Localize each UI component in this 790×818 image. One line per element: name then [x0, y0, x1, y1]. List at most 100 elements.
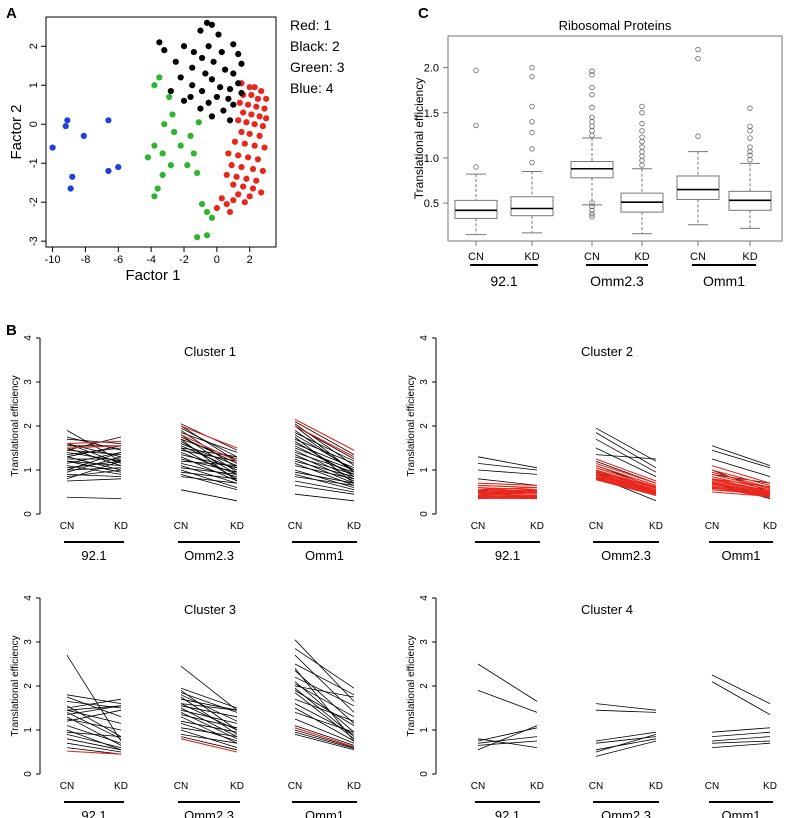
group-label: Omm1: [722, 808, 761, 818]
profile-line-black: [180, 443, 238, 466]
profile-line-black: [294, 692, 355, 740]
point-red: [218, 195, 225, 202]
profile-line-red: [477, 491, 538, 497]
panel-label-b: B: [6, 322, 17, 339]
y-axis-label: Translational efficiency: [412, 78, 426, 199]
point-red: [251, 121, 258, 128]
outlier-point: [589, 92, 595, 98]
profile-line-black: [180, 474, 238, 491]
profile-line-black: [180, 694, 238, 722]
outlier-point: [695, 133, 701, 139]
y-tick-label: 2.0: [424, 63, 439, 75]
outlier-point: [639, 128, 645, 134]
point-red: [251, 142, 258, 149]
cluster-title: Cluster 2: [581, 344, 633, 359]
profile-line-black: [294, 707, 355, 742]
profile-line-black: [294, 456, 355, 475]
box-4: [676, 46, 720, 226]
profile-line-black: [66, 496, 122, 499]
outlier-point: [639, 148, 645, 155]
profile-line-black: [66, 445, 122, 458]
outlier-point: [589, 200, 595, 206]
group-label: Omm2.3: [601, 808, 651, 818]
profile-line-black: [180, 727, 238, 737]
x-label-kd: KD: [230, 781, 244, 792]
profile-line-black: [595, 738, 657, 751]
profile-line-black: [66, 452, 122, 464]
y-tick-label: 1.5: [424, 108, 439, 120]
profile-line-black: [180, 471, 238, 480]
profile-line-black: [66, 478, 122, 482]
y-tick-label: 0: [23, 771, 34, 777]
profile-line-black: [477, 478, 538, 486]
point-red: [254, 95, 262, 102]
outlier-point: [589, 114, 595, 120]
profile-line-black: [294, 648, 355, 689]
x-tick-label: 0: [214, 254, 220, 266]
profile-line-red: [595, 473, 657, 491]
profile-line-black: [294, 421, 355, 455]
profile-line-red: [711, 473, 771, 490]
x-tick-label: CN: [690, 251, 706, 263]
profile-line-black: [595, 454, 657, 460]
profile-line-black: [477, 463, 538, 471]
outlier-point: [529, 103, 535, 110]
profile-line-black: [477, 727, 538, 742]
y-tick-label: 2: [28, 43, 40, 49]
point-red: [228, 162, 235, 169]
profile-line-black: [294, 447, 355, 471]
point-black: [205, 43, 212, 50]
point-green: [156, 74, 163, 81]
profile-line-black: [294, 458, 355, 484]
profile-line-black: [294, 690, 355, 726]
point-red: [253, 103, 260, 110]
profile-line-red: [294, 418, 355, 451]
y-tick-label: -3: [28, 236, 40, 246]
point-black: [213, 93, 220, 101]
point-green: [169, 111, 176, 118]
outlier-point: [473, 122, 479, 129]
profile-line-red: [180, 738, 238, 753]
point-green: [195, 119, 202, 126]
point-red: [256, 132, 263, 139]
outlier-point: [589, 132, 595, 139]
profile-line-black: [180, 489, 238, 502]
x-tick-label: KD: [524, 251, 539, 263]
profile-line-red: [595, 471, 657, 488]
y-tick-label: 2: [419, 423, 430, 429]
x-label-cn: CN: [288, 781, 302, 792]
profile-line-black: [66, 452, 122, 471]
profile-line-black: [294, 731, 355, 749]
y-tick-label: 2: [23, 683, 34, 689]
profile-line-black: [294, 460, 355, 477]
profile-line-black: [294, 734, 355, 751]
point-red: [243, 175, 250, 182]
point-black: [230, 70, 237, 77]
y-tick-label: 4: [419, 595, 430, 601]
outlier-point: [747, 135, 753, 141]
profile-line-black: [595, 740, 657, 757]
profile-line-black: [294, 471, 355, 484]
outlier-point: [589, 119, 595, 125]
outlier-point: [639, 110, 645, 116]
profile-line-black: [477, 663, 538, 702]
profile-line-black: [595, 432, 657, 469]
outlier-point: [529, 146, 535, 152]
point-green: [159, 171, 166, 178]
profile-line-black: [477, 690, 538, 713]
profile-line-black: [294, 670, 355, 724]
profile-line-black: [711, 449, 771, 469]
x-label-cn: CN: [60, 781, 74, 792]
point-black: [187, 93, 194, 101]
profile-line-black: [294, 452, 355, 473]
x-label-cn: CN: [288, 521, 302, 532]
profile-line-black: [180, 665, 238, 711]
outlier-point: [747, 152, 753, 158]
profile-line-black: [294, 432, 355, 462]
legend-entry: Black: 2: [290, 38, 340, 54]
box-iqr: [676, 175, 720, 200]
box-5: [728, 105, 772, 229]
profile-line-black: [180, 432, 238, 453]
y-tick-label: 0: [28, 121, 40, 127]
